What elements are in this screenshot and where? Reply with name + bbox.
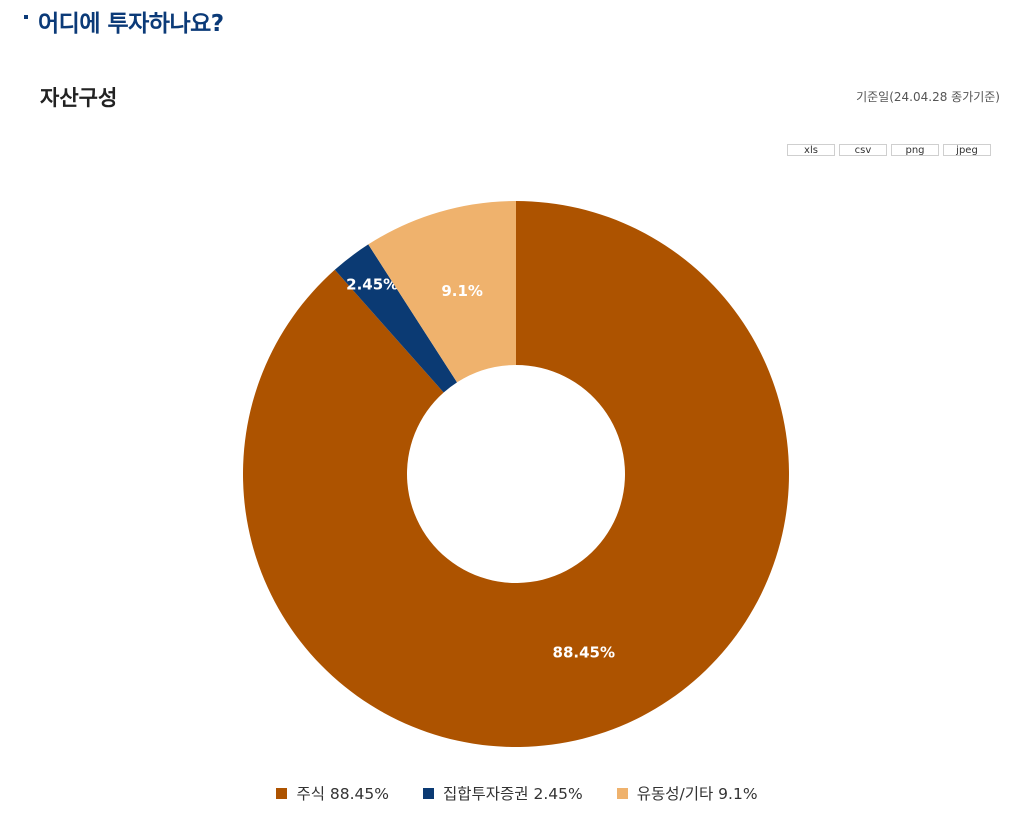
export-xls-button[interactable]: xls [787,144,835,156]
chart-legend: 주식 88.45% 집합투자증권 2.45% 유동성/기타 9.1% [0,782,1034,804]
section-title: 어디에 투자하나요? [24,4,224,38]
legend-label-funds: 집합투자증권 2.45% [443,785,583,803]
legend-label-stocks: 주식 88.45% [296,785,389,803]
export-png-button[interactable]: png [891,144,939,156]
title-bullet [24,15,28,19]
slice-liquidity[interactable] [368,201,516,383]
export-bar: xls csv png jpeg [787,144,991,156]
legend-swatch-liquidity [616,787,628,799]
export-jpeg-button[interactable]: jpeg [943,144,991,156]
data-label-stocks: 88.45% [553,644,615,662]
legend-swatch-funds [423,787,434,799]
legend-item-funds[interactable]: 집합투자증권 2.45% [423,782,583,804]
slice-funds[interactable] [334,244,458,393]
legend-item-stocks[interactable]: 주식 88.45% [276,782,389,804]
slice-stocks[interactable] [243,201,789,747]
export-csv-button[interactable]: csv [839,144,887,156]
legend-label-liquidity: 유동성/기타 9.1% [636,785,758,803]
legend-item-liquidity[interactable]: 유동성/기타 9.1% [616,782,758,804]
chart-heading: 자산구성 [40,86,118,110]
section-title-text: 어디에 투자하나요? [38,11,224,37]
data-label-liquidity: 9.1% [441,282,483,300]
legend-swatch-stocks [276,787,288,799]
base-date: 기준일(24.04.28 종가기준) [856,90,1000,104]
data-label-funds: 2.45% [346,275,398,293]
